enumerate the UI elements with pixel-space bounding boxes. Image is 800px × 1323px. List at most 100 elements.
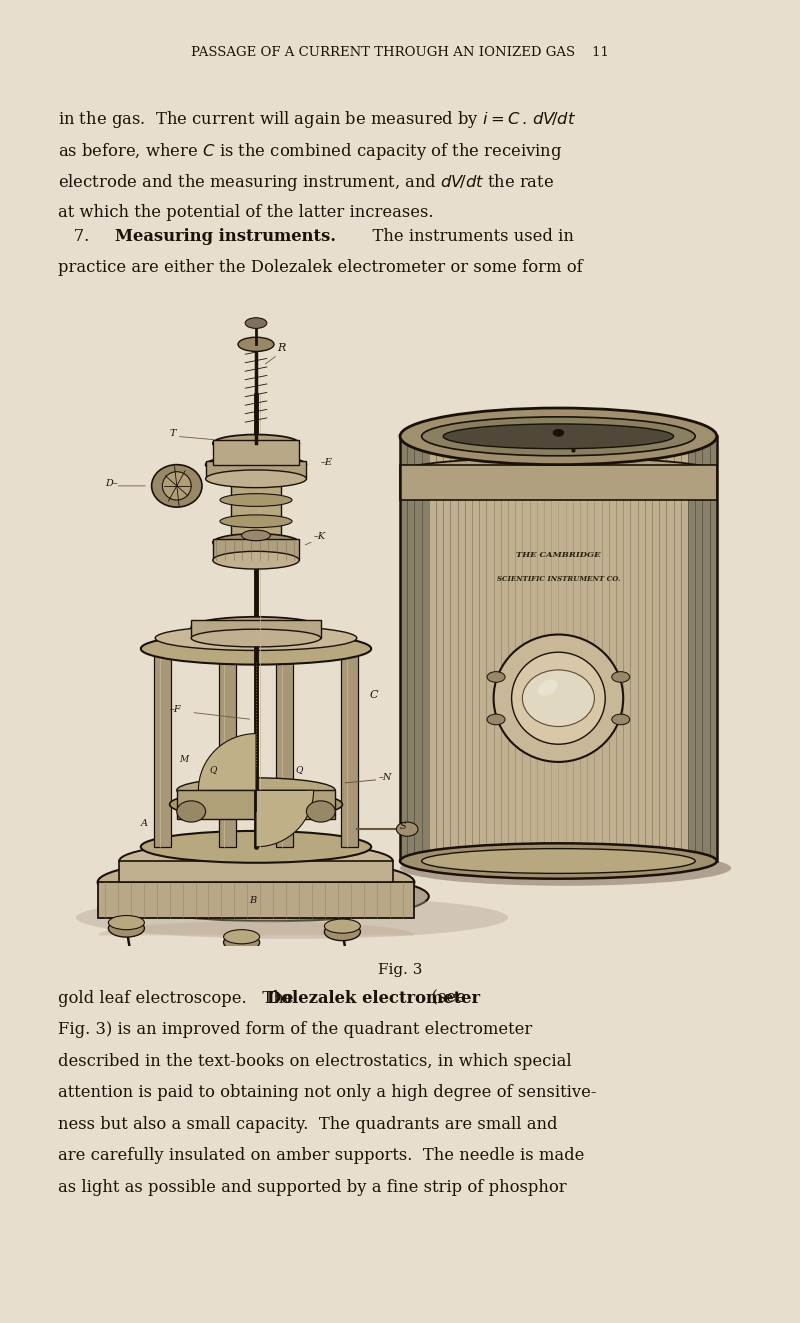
Ellipse shape — [487, 714, 505, 725]
Text: PASSAGE OF A CURRENT THROUGH AN IONIZED GAS    11: PASSAGE OF A CURRENT THROUGH AN IONIZED … — [191, 46, 609, 60]
Circle shape — [512, 652, 605, 745]
Text: A: A — [141, 819, 148, 828]
Ellipse shape — [242, 531, 270, 541]
Ellipse shape — [177, 778, 335, 803]
Ellipse shape — [152, 464, 202, 507]
Ellipse shape — [325, 919, 361, 933]
Polygon shape — [98, 921, 414, 935]
Text: Q: Q — [295, 766, 303, 774]
Ellipse shape — [213, 552, 299, 569]
Ellipse shape — [306, 800, 335, 822]
Ellipse shape — [191, 630, 321, 647]
Text: R: R — [278, 344, 286, 353]
Bar — [98, 882, 414, 918]
Text: practice are either the Dolezalek electrometer or some form of: practice are either the Dolezalek electr… — [58, 259, 582, 277]
Ellipse shape — [206, 470, 306, 488]
Circle shape — [494, 635, 623, 762]
Ellipse shape — [487, 672, 505, 683]
Text: Measuring instruments.: Measuring instruments. — [115, 228, 336, 245]
Text: M: M — [179, 755, 189, 763]
Bar — [213, 439, 299, 464]
Bar — [177, 790, 335, 819]
Ellipse shape — [553, 429, 564, 437]
Ellipse shape — [141, 831, 371, 863]
Ellipse shape — [109, 916, 145, 930]
Bar — [341, 648, 358, 847]
Text: Q: Q — [209, 766, 217, 774]
Text: electrode and the measuring instrument, and $dV\!/dt$ the rate: electrode and the measuring instrument, … — [58, 172, 554, 193]
Bar — [218, 648, 236, 847]
Bar — [206, 462, 306, 479]
Text: Fig. 3: Fig. 3 — [378, 963, 422, 978]
Text: as light as possible and supported by a fine strip of phosphor: as light as possible and supported by a … — [58, 1179, 566, 1196]
Bar — [400, 437, 717, 861]
Text: (see: (see — [421, 990, 466, 1007]
Text: ness but also a small capacity.  The quadrants are small and: ness but also a small capacity. The quad… — [58, 1115, 557, 1132]
Wedge shape — [198, 733, 256, 790]
Wedge shape — [256, 790, 314, 847]
Text: –N: –N — [378, 773, 392, 782]
Text: The instruments used in: The instruments used in — [362, 228, 574, 245]
Ellipse shape — [238, 337, 274, 352]
Text: Fig. 3) is an improved form of the quadrant electrometer: Fig. 3) is an improved form of the quadr… — [58, 1021, 532, 1039]
Text: –F: –F — [170, 705, 182, 714]
Bar — [231, 464, 282, 542]
Text: attention is paid to obtaining not only a high degree of sensitive-: attention is paid to obtaining not only … — [58, 1084, 596, 1101]
Ellipse shape — [245, 318, 267, 328]
Text: B: B — [249, 897, 256, 905]
Bar — [429, 437, 688, 861]
Ellipse shape — [400, 843, 717, 878]
Ellipse shape — [170, 790, 342, 819]
Text: THE CAMBRIDGE: THE CAMBRIDGE — [516, 550, 601, 558]
Text: in the gas.  The current will again be measured by $i = C\,.\,dV\!/dt$: in the gas. The current will again be me… — [58, 110, 575, 130]
Ellipse shape — [325, 923, 361, 941]
Ellipse shape — [443, 423, 674, 448]
Bar — [400, 464, 717, 500]
Ellipse shape — [98, 857, 414, 908]
Ellipse shape — [220, 493, 292, 507]
Ellipse shape — [220, 472, 292, 486]
Bar — [191, 620, 321, 638]
Bar — [688, 437, 717, 861]
Ellipse shape — [220, 515, 292, 528]
Bar — [400, 437, 429, 861]
Ellipse shape — [612, 714, 630, 725]
Ellipse shape — [400, 851, 731, 886]
Text: at which the potential of the latter increases.: at which the potential of the latter inc… — [58, 204, 433, 221]
Ellipse shape — [112, 872, 429, 921]
Bar — [119, 861, 393, 882]
Text: as before, where $C$ is the combined capacity of the receiving: as before, where $C$ is the combined cap… — [58, 140, 562, 161]
Ellipse shape — [177, 800, 206, 822]
Text: –E: –E — [321, 458, 333, 467]
Ellipse shape — [213, 533, 299, 552]
Ellipse shape — [206, 456, 306, 474]
Text: SCIENTIFIC INSTRUMENT CO.: SCIENTIFIC INSTRUMENT CO. — [497, 576, 620, 583]
Bar — [154, 648, 171, 847]
Ellipse shape — [155, 626, 357, 651]
Text: D–: D– — [105, 479, 118, 488]
Text: 7.: 7. — [58, 228, 106, 245]
Ellipse shape — [400, 458, 717, 486]
Ellipse shape — [224, 930, 259, 943]
Bar — [276, 648, 294, 847]
Text: –K: –K — [314, 532, 326, 541]
Ellipse shape — [109, 919, 145, 937]
Text: T: T — [170, 430, 176, 438]
Text: C: C — [370, 691, 378, 700]
Bar — [213, 538, 299, 560]
Ellipse shape — [612, 672, 630, 683]
Ellipse shape — [522, 669, 594, 726]
Ellipse shape — [538, 680, 558, 696]
Text: described in the text-books on electrostatics, in which special: described in the text-books on electrost… — [58, 1053, 571, 1069]
Ellipse shape — [162, 472, 191, 500]
Ellipse shape — [119, 841, 393, 881]
Text: gold leaf electroscope.   The: gold leaf electroscope. The — [58, 990, 298, 1007]
Text: Dolezalek electrometer: Dolezalek electrometer — [267, 990, 480, 1007]
Ellipse shape — [400, 407, 717, 464]
Ellipse shape — [76, 897, 508, 939]
Text: S: S — [400, 822, 406, 831]
Ellipse shape — [141, 632, 371, 664]
Ellipse shape — [224, 934, 259, 951]
Ellipse shape — [191, 617, 321, 638]
Ellipse shape — [422, 848, 695, 873]
